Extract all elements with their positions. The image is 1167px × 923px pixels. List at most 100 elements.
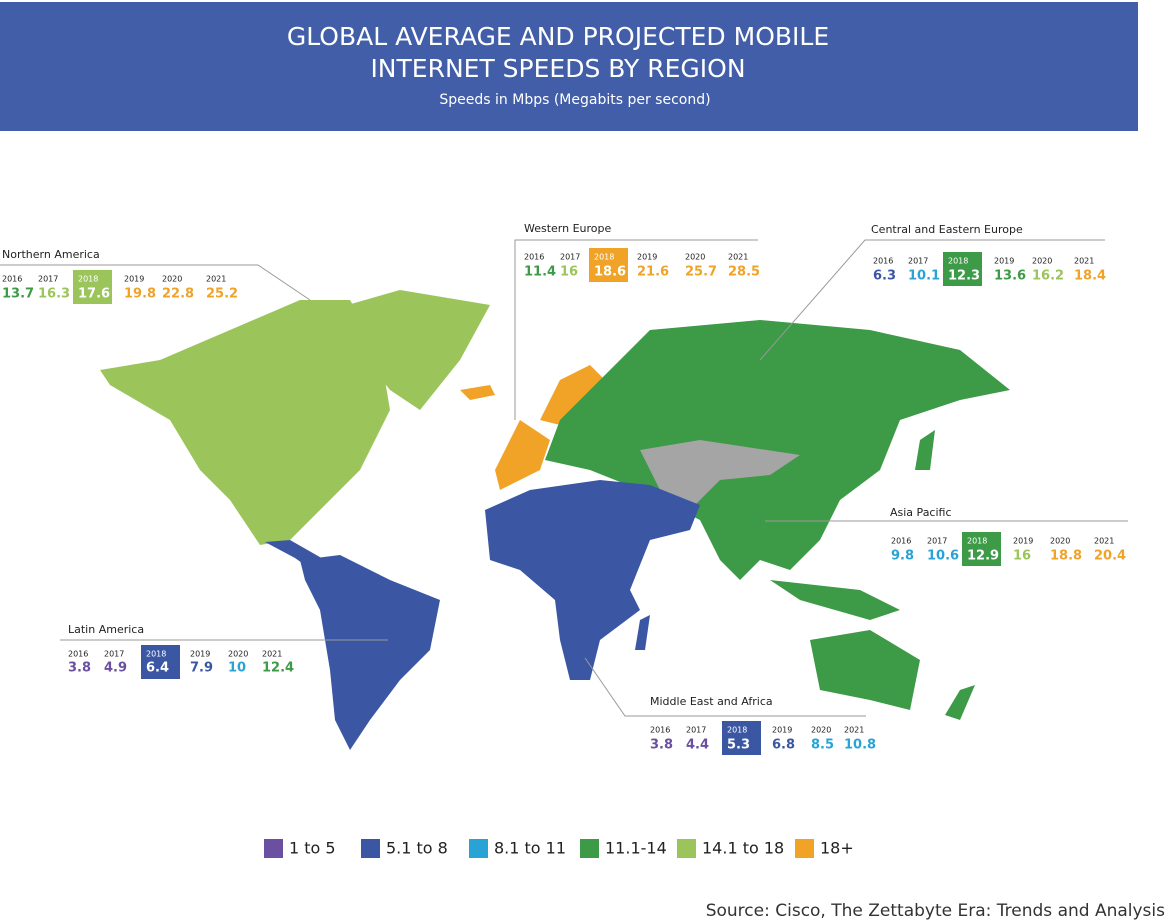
region-name: Middle East and Africa: [650, 695, 773, 708]
leader-line: [584, 657, 866, 717]
year-label: 2019: [124, 275, 144, 284]
leader-line: [514, 239, 758, 420]
new-zealand: [945, 685, 975, 720]
year-label: 2021: [206, 275, 226, 284]
highlight-box: [141, 645, 180, 679]
year-label: 2017: [38, 275, 58, 284]
speed-value: 25.2: [206, 287, 238, 302]
year-label: 2017: [908, 257, 928, 266]
greenland: [330, 290, 490, 410]
speed-value: 21.6: [637, 265, 669, 280]
speed-value: 9.8: [891, 549, 914, 564]
year-label: 2018: [146, 650, 166, 659]
year-label: 2017: [686, 726, 706, 735]
year-label: 2019: [1013, 537, 1033, 546]
leader-line: [0, 264, 311, 301]
year-label: 2016: [873, 257, 893, 266]
speed-value: 5.3: [727, 738, 750, 753]
world-map: [100, 290, 1010, 750]
australia: [810, 630, 920, 710]
legend-swatch: [677, 839, 696, 858]
legend-label: 5.1 to 8: [386, 839, 448, 858]
speed-value: 16: [560, 265, 578, 280]
speed-value: 28.5: [728, 265, 760, 280]
highlight-box: [722, 721, 761, 755]
speed-value: 3.8: [650, 738, 673, 753]
subtitle: Speeds in Mbps (Megabits per second): [439, 92, 710, 108]
highlight-box: [943, 252, 982, 286]
legend-label: 18+: [820, 839, 854, 858]
speed-value: 25.7: [685, 265, 717, 280]
speed-value: 22.8: [162, 287, 194, 302]
region-name: Western Europe: [524, 222, 612, 235]
speed-value: 17.6: [78, 287, 110, 302]
speed-value: 6.8: [772, 738, 795, 753]
speed-value: 10.8: [844, 738, 876, 753]
legend-swatch: [795, 839, 814, 858]
region-name: Northern America: [2, 248, 100, 261]
speed-value: 6.3: [873, 269, 896, 284]
highlight-box: [73, 270, 112, 304]
speed-value: 19.8: [124, 287, 156, 302]
speed-value: 18.4: [1074, 269, 1106, 284]
source: Source: Cisco, The Zettabyte Era: Trends…: [706, 901, 1165, 921]
year-label: 2019: [637, 253, 657, 262]
title-line: GLOBAL AVERAGE AND PROJECTED MOBILE: [287, 22, 829, 51]
year-label: 2020: [811, 726, 831, 735]
speed-value: 12.4: [262, 661, 294, 676]
north-america: [100, 300, 390, 545]
speed-value: 10.1: [908, 269, 940, 284]
speed-value: 11.4: [524, 265, 556, 280]
leader-lines: [0, 239, 1128, 717]
year-label: 2018: [948, 257, 968, 266]
speed-value: 6.4: [146, 661, 169, 676]
year-label: 2016: [2, 275, 22, 284]
speed-value: 7.9: [190, 661, 213, 676]
speed-value: 18.8: [1050, 549, 1082, 564]
year-label: 2020: [228, 650, 248, 659]
speed-value: 10.6: [927, 549, 959, 564]
year-label: 2019: [772, 726, 792, 735]
year-label: 2021: [262, 650, 282, 659]
speed-value: 13.6: [994, 269, 1026, 284]
madagascar: [635, 615, 650, 650]
region-name: Central and Eastern Europe: [871, 223, 1023, 236]
year-label: 2020: [1050, 537, 1070, 546]
year-label: 2021: [1094, 537, 1114, 546]
legend-label: 1 to 5: [289, 839, 336, 858]
africa-middle-east: [485, 480, 700, 680]
header-band: [0, 2, 1138, 131]
year-label: 2018: [967, 537, 987, 546]
legend-label: 14.1 to 18: [702, 839, 784, 858]
western-europe: [495, 420, 550, 490]
speed-value: 8.5: [811, 738, 834, 753]
year-label: 2018: [78, 275, 98, 284]
legend-label: 11.1-14: [605, 839, 667, 858]
indonesia: [770, 580, 900, 620]
legend-swatch: [580, 839, 599, 858]
year-label: 2020: [162, 275, 182, 284]
south-america: [300, 555, 440, 750]
year-label: 2016: [524, 253, 544, 262]
year-label: 2021: [844, 726, 864, 735]
speed-value: 12.9: [967, 549, 999, 564]
leader-line: [759, 239, 1105, 361]
legend-swatch: [469, 839, 488, 858]
speed-value: 16.2: [1032, 269, 1064, 284]
year-label: 2021: [1074, 257, 1094, 266]
eurasia: [545, 320, 1010, 580]
central-asia: [640, 440, 800, 510]
region-name: Latin America: [68, 623, 144, 636]
year-label: 2017: [927, 537, 947, 546]
year-label: 2018: [594, 253, 614, 262]
speed-value: 16.3: [38, 287, 70, 302]
speed-value: 13.7: [2, 287, 34, 302]
legend-swatch: [264, 839, 283, 858]
japan: [915, 430, 935, 470]
speed-value: 16: [1013, 549, 1031, 564]
speed-value: 4.4: [686, 738, 709, 753]
year-label: 2020: [685, 253, 705, 262]
speed-value: 18.6: [594, 265, 626, 280]
year-label: 2021: [728, 253, 748, 262]
